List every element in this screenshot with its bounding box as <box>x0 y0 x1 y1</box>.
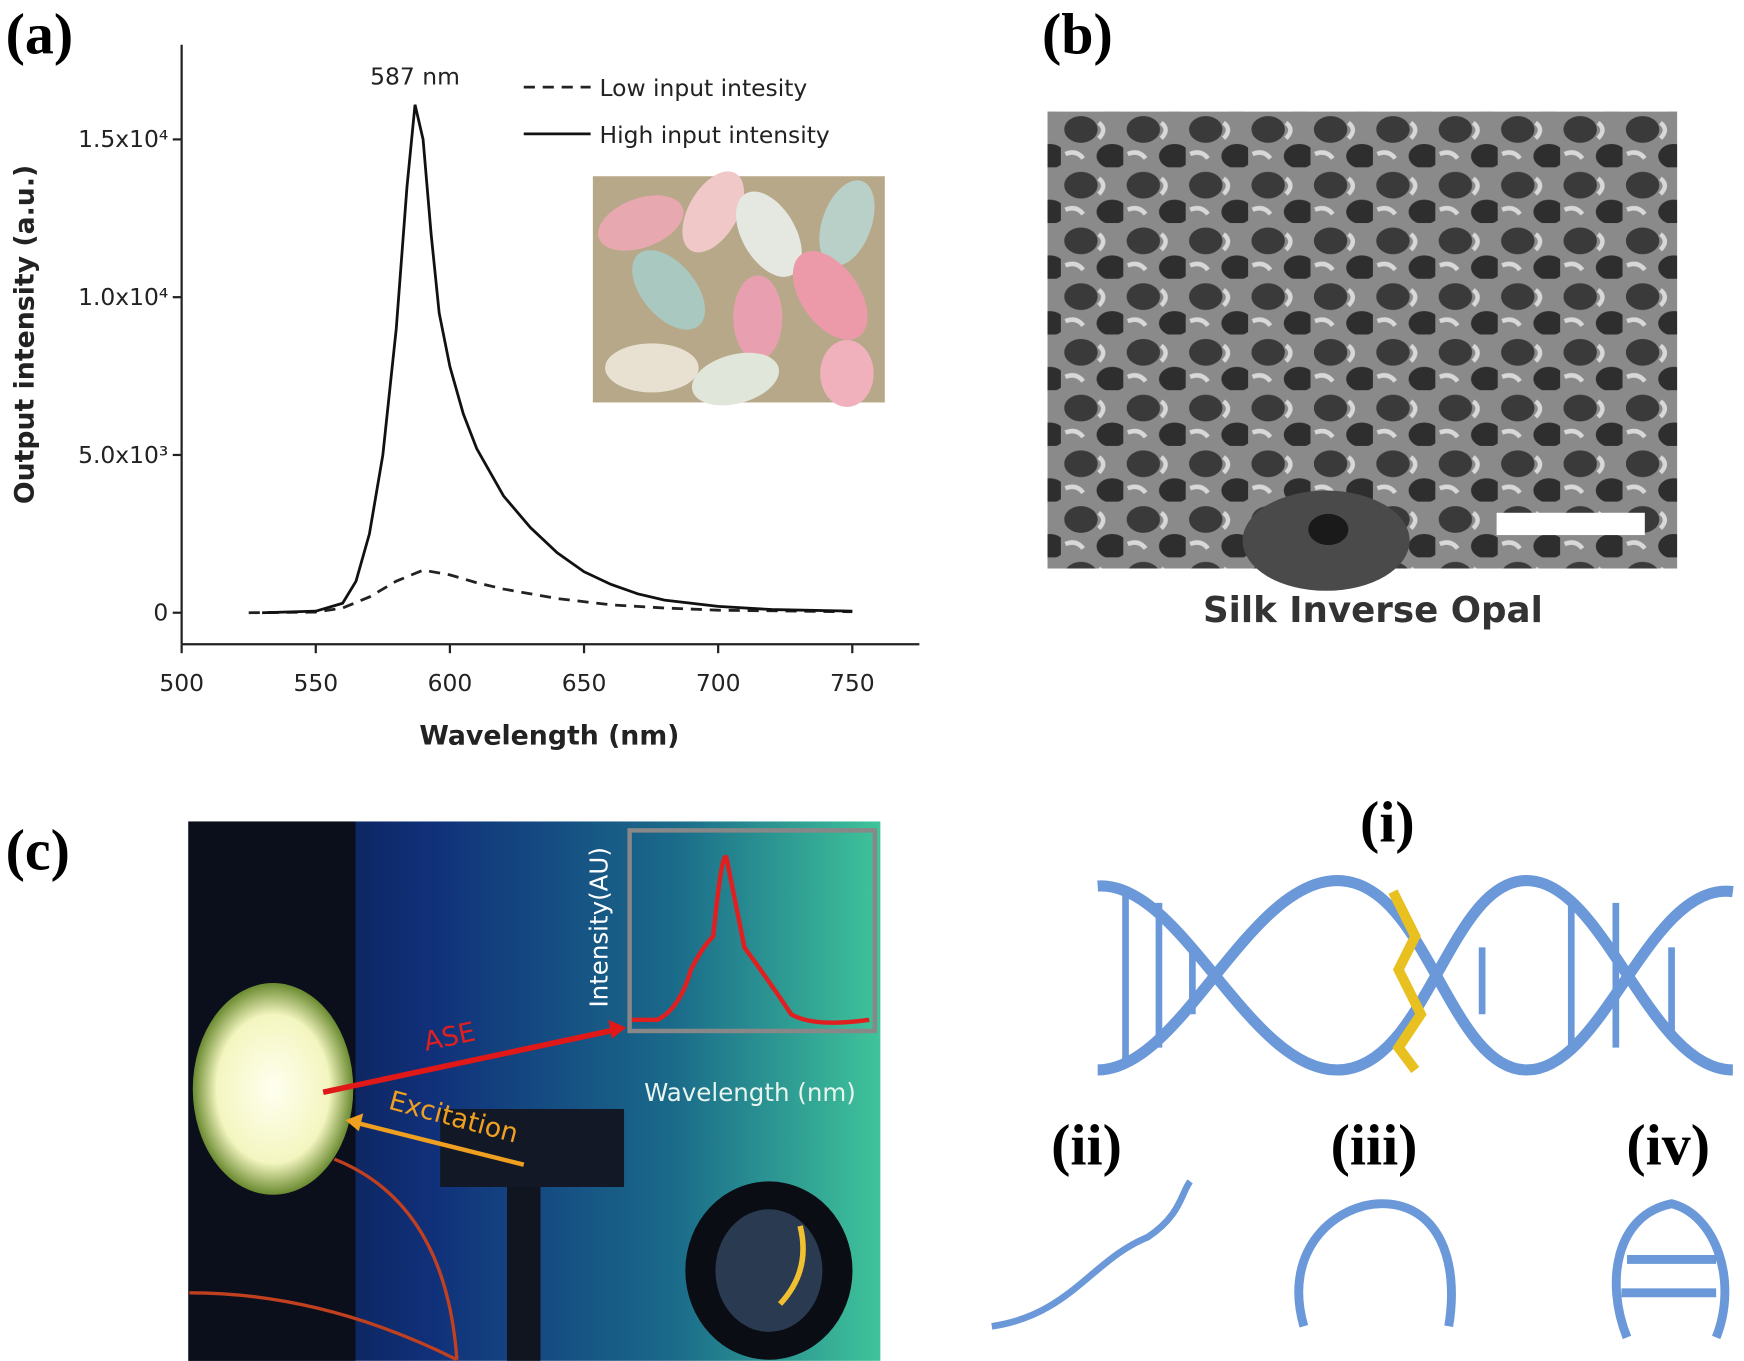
caption: Silk Inverse Opal <box>1203 590 1543 631</box>
x-tick-label: 700 <box>696 669 741 697</box>
panel-label: (a) <box>6 2 74 67</box>
y-tick-label: 5.0x10³ <box>78 441 168 469</box>
inset-y-label: Intensity(AU) <box>584 847 613 1007</box>
panel-label: (b) <box>1042 2 1113 67</box>
x-tick-label: 500 <box>159 669 204 697</box>
chart: Wavelength (nm) Output intensity (a.u.) … <box>9 44 920 752</box>
structure-label: (ii) <box>1051 1113 1122 1178</box>
y-tick-label: 1.0x10⁴ <box>78 283 168 311</box>
x-tick-label: 750 <box>830 669 875 697</box>
scale-bar <box>1496 512 1645 536</box>
structure-label: (i) <box>1360 790 1415 855</box>
x-tick-label: 650 <box>562 669 607 697</box>
inset-photo <box>592 171 885 407</box>
sem-image <box>1047 111 1678 591</box>
y-tick-label: 0 <box>153 599 168 627</box>
y-axis-title: Output intensity (a.u.) <box>9 165 40 504</box>
data-line <box>248 568 853 615</box>
panel-label: (c) <box>6 817 70 882</box>
x-tick-label: 600 <box>428 669 473 697</box>
y-tick-label: 1.5x10⁴ <box>78 125 168 153</box>
dna-structures <box>991 874 1734 1340</box>
legend-label: Low input intesity <box>600 74 808 102</box>
structure-label: (iii) <box>1331 1113 1418 1178</box>
data-line <box>262 104 853 615</box>
x-axis-title: Wavelength (nm) <box>419 721 679 752</box>
legend-label: High input intensity <box>600 121 830 149</box>
structure-label: (iv) <box>1626 1113 1710 1178</box>
inset-x-label: Wavelength (nm) <box>644 1078 856 1107</box>
photo <box>188 821 881 1361</box>
x-tick-label: 550 <box>293 669 338 697</box>
peak-annotation: 587 nm <box>370 63 460 91</box>
